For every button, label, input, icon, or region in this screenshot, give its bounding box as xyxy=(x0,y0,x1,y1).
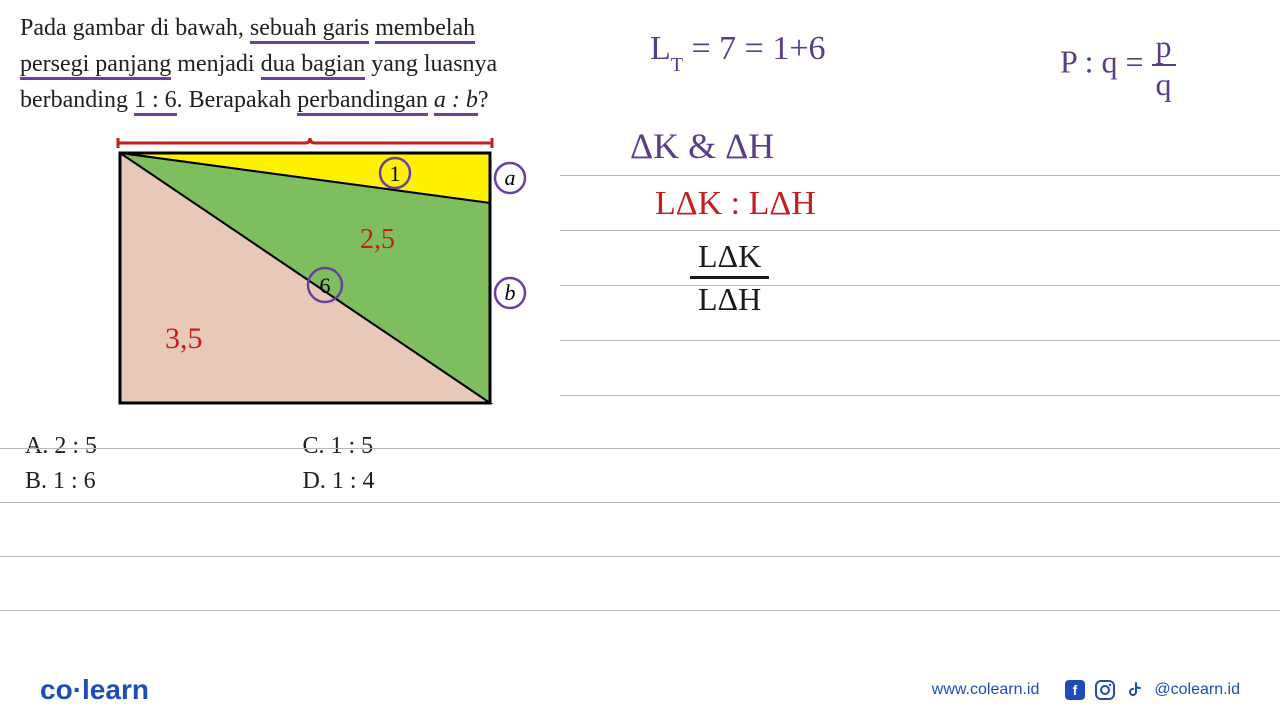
logo-learn: learn xyxy=(82,674,149,705)
q-text: yang luasnya xyxy=(365,51,497,77)
label-1: 1 xyxy=(390,161,401,186)
logo-co: co xyxy=(40,674,73,705)
hw-lak-lah-ratio: LΔK : LΔH xyxy=(655,185,816,223)
question-panel: Pada gambar di bawah, sebuah garis membe… xyxy=(0,0,560,640)
option-b: B. 1 : 6 xyxy=(25,468,263,495)
hw-lt-sub: T xyxy=(671,54,683,76)
option-a: A. 2 : 5 xyxy=(25,433,263,460)
hw-pq-num: p xyxy=(1152,30,1176,66)
option-d: D. 1 : 4 xyxy=(303,468,541,495)
q-ab: a : b xyxy=(434,87,478,116)
annot-25: 2,5 xyxy=(360,224,395,255)
question-text: Pada gambar di bawah, sebuah garis membe… xyxy=(20,10,540,118)
hw-frac: LΔK LΔH xyxy=(690,240,769,315)
logo-dot: · xyxy=(73,674,82,705)
hw-lt-equation: LT = 7 = 1+6 xyxy=(650,30,826,73)
tiktok-icon xyxy=(1124,679,1146,701)
q-u: membelah xyxy=(375,15,475,44)
geometry-diagram: 1 6 a b 2,5 3,5 xyxy=(110,133,530,413)
hw-lt-rest: = 7 = 1+6 xyxy=(683,30,826,67)
hw-pq-den: q xyxy=(1152,66,1176,100)
label-6: 6 xyxy=(320,273,331,298)
footer: co·learn www.colearn.id f @colearn.id xyxy=(0,660,1280,720)
footer-handle: @colearn.id xyxy=(1154,681,1240,699)
hw-pq-frac: p q xyxy=(1152,30,1176,100)
q-text xyxy=(428,87,434,113)
svg-text:f: f xyxy=(1073,682,1078,698)
q-text: berbanding xyxy=(20,87,134,113)
ruled-line xyxy=(560,285,1280,286)
ruled-line xyxy=(0,502,1280,503)
q-text: Pada gambar di bawah, xyxy=(20,15,250,41)
q-u: perbandingan xyxy=(297,87,428,116)
hw-frac-lak-lah: LΔK LΔH xyxy=(690,240,769,315)
q-u: 1 : 6 xyxy=(134,87,177,116)
hw-frac-num: LΔK xyxy=(690,240,769,279)
q-u: dua bagian xyxy=(261,51,366,80)
answer-options: A. 2 : 5 C. 1 : 5 B. 1 : 6 D. 1 : 4 xyxy=(20,433,540,495)
ruled-line xyxy=(0,556,1280,557)
hw-pq: P : q = p q xyxy=(1060,30,1176,100)
option-c: C. 1 : 5 xyxy=(303,433,541,460)
q-text: . Berapakah xyxy=(177,87,298,113)
colearn-logo: co·learn xyxy=(40,674,149,706)
social-icons: f @colearn.id xyxy=(1064,679,1240,701)
hw-frac-den: LΔH xyxy=(690,279,769,315)
hw-lt: L xyxy=(650,30,671,67)
working-panel: LT = 7 = 1+6 P : q = p q ΔK & ΔH LΔK : L… xyxy=(560,0,1280,640)
q-u: sebuah garis xyxy=(250,15,369,44)
ruled-line xyxy=(560,230,1280,231)
footer-url: www.colearn.id xyxy=(932,681,1040,699)
instagram-icon xyxy=(1094,679,1116,701)
hw-pq-label: P : q = xyxy=(1060,43,1152,79)
q-text: ? xyxy=(478,87,489,113)
annot-35: 3,5 xyxy=(165,322,203,355)
ruled-line xyxy=(0,610,1280,611)
q-text: menjadi xyxy=(171,51,260,77)
ruled-line xyxy=(560,395,1280,396)
ruled-line xyxy=(560,175,1280,176)
red-bracket xyxy=(118,138,492,148)
label-b: b xyxy=(505,280,516,305)
facebook-icon: f xyxy=(1064,679,1086,701)
ruled-line xyxy=(0,448,1280,449)
ruled-line xyxy=(560,340,1280,341)
label-a: a xyxy=(505,165,516,190)
q-u: persegi panjang xyxy=(20,51,171,80)
hw-dk-dh: ΔK & ΔH xyxy=(630,125,774,167)
footer-right: www.colearn.id f @colearn.id xyxy=(932,679,1240,701)
